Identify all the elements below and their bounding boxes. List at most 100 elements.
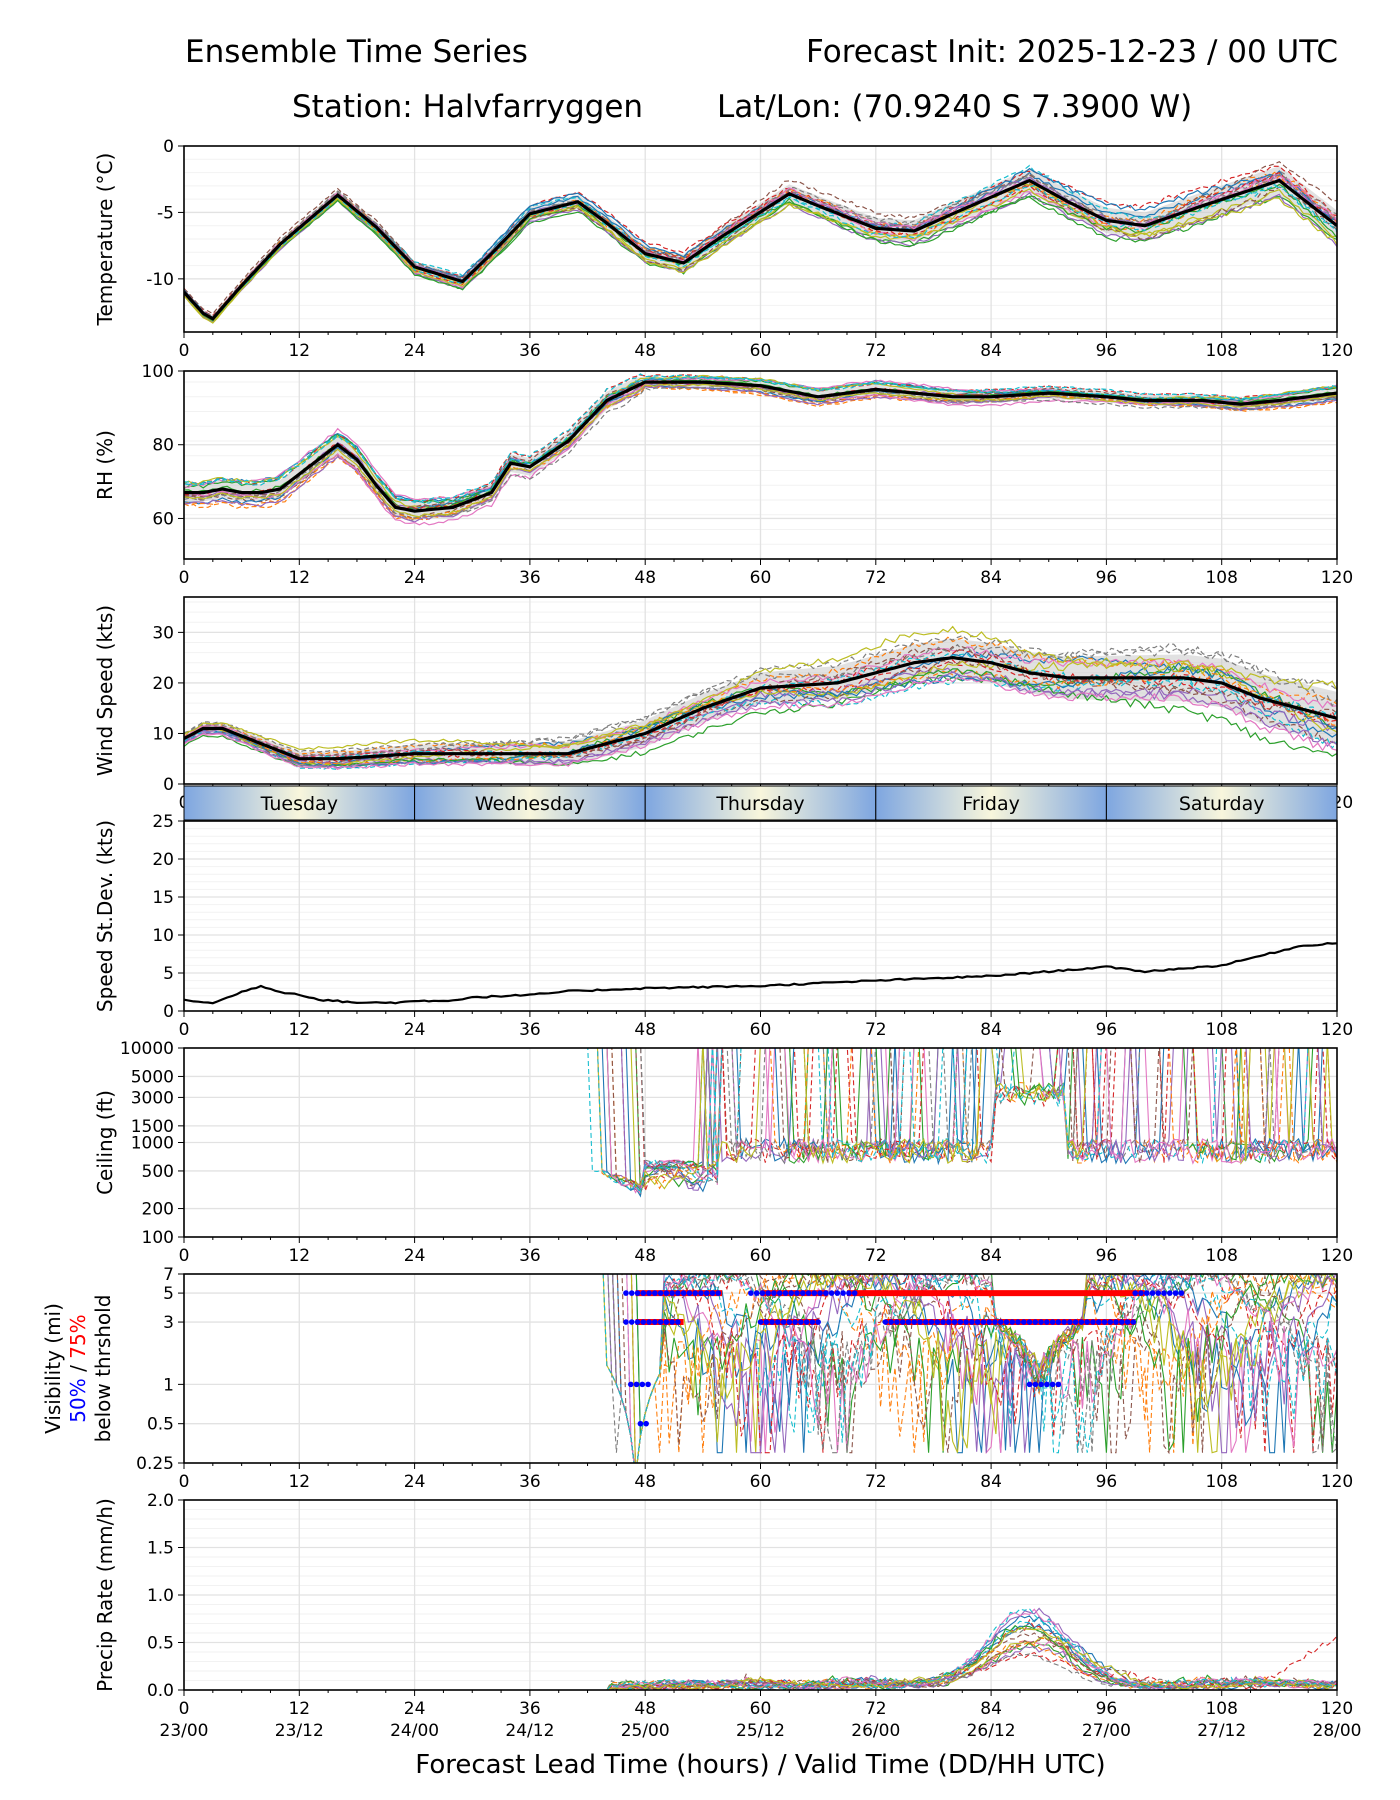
threshold-50-dot bbox=[805, 1290, 812, 1296]
x-tick-label: 84 bbox=[980, 1246, 1002, 1266]
threshold-50-dot bbox=[757, 1319, 764, 1325]
y-tick-label: 7 bbox=[163, 1265, 174, 1285]
threshold-50-dot bbox=[834, 1290, 841, 1296]
threshold-50-dot bbox=[803, 1319, 810, 1325]
threshold-50-dot bbox=[1155, 1290, 1162, 1296]
y-tick-label: 15 bbox=[152, 888, 174, 908]
threshold-50-dot bbox=[782, 1290, 789, 1296]
threshold-50-dot bbox=[628, 1319, 635, 1325]
y-axis-label: Ceiling (ft) bbox=[93, 1090, 117, 1195]
member-line bbox=[184, 643, 1337, 758]
threshold-50-dot bbox=[799, 1290, 806, 1296]
x-tick-label: 120 bbox=[1321, 1699, 1353, 1719]
y-tick-label: 100 bbox=[142, 1228, 174, 1248]
x-tick-label: 24 bbox=[404, 1246, 426, 1266]
day-cell bbox=[183, 785, 416, 821]
member-line bbox=[184, 1634, 1337, 1690]
y-tick-label: 3 bbox=[163, 1313, 174, 1333]
x-tick-label: 84 bbox=[980, 341, 1002, 361]
x-tick-label: 72 bbox=[865, 341, 887, 361]
x-tick-label: 36 bbox=[519, 568, 541, 588]
threshold-50-dot bbox=[969, 1319, 975, 1325]
y-tick-label: 1.5 bbox=[147, 1539, 174, 1559]
day-cell bbox=[414, 785, 646, 821]
x-tick-label: 24 bbox=[404, 1472, 426, 1492]
threshold-50-dot bbox=[899, 1319, 906, 1325]
x-tick-label: 0 bbox=[179, 1246, 190, 1266]
y-axis-label: Precip Rate (mm/h) bbox=[93, 1498, 117, 1692]
member-line bbox=[184, 1652, 1337, 1690]
threshold-50-dot bbox=[769, 1319, 775, 1325]
panel-border bbox=[183, 1273, 1338, 1464]
x-tick-label: 48 bbox=[634, 341, 656, 361]
day-label: Wednesday bbox=[475, 793, 585, 815]
threshold-50-dot bbox=[780, 1319, 787, 1325]
x-tick-label: 96 bbox=[1096, 1472, 1118, 1492]
member-line bbox=[184, 188, 1337, 322]
x-tick-label: 12 bbox=[288, 1699, 310, 1719]
y-tick-label: 25 bbox=[152, 812, 174, 832]
threshold-50-dot bbox=[992, 1319, 998, 1325]
precip-series bbox=[184, 1607, 1337, 1690]
y-tick-label: 5 bbox=[163, 1284, 174, 1304]
member-line bbox=[184, 646, 1337, 759]
day-label: Thursday bbox=[715, 793, 804, 815]
member-line bbox=[596, 1048, 1337, 1194]
y-axis-label-pct: 50% / 75% bbox=[66, 1314, 90, 1422]
x-tick-label: 60 bbox=[750, 568, 772, 588]
spread-band bbox=[184, 638, 1337, 767]
threshold-50-dot bbox=[1038, 1319, 1044, 1325]
wind_speed-series bbox=[184, 625, 1337, 771]
threshold-50-dot bbox=[627, 1381, 634, 1388]
x-tick-label: 84 bbox=[980, 1472, 1002, 1492]
member-line bbox=[621, 1274, 1337, 1463]
y-axis-label: Visibility (mi) bbox=[41, 1303, 65, 1434]
member-line bbox=[626, 1274, 1337, 1463]
y-axis-label: Temperature (°C) bbox=[93, 153, 117, 327]
valid-time-label: 25/00 bbox=[621, 1721, 670, 1741]
station-name: Station: Halvfarryggen bbox=[292, 89, 644, 125]
threshold-50-dot bbox=[1032, 1381, 1039, 1388]
member-line bbox=[184, 1651, 1337, 1690]
panel-border bbox=[183, 820, 1338, 1012]
threshold-50-dot bbox=[634, 1290, 641, 1296]
panel-border bbox=[183, 370, 1338, 560]
threshold-50-dot bbox=[753, 1290, 760, 1296]
y-tick-label: 5 bbox=[163, 964, 174, 984]
y-tick-label: 0.0 bbox=[147, 1681, 174, 1701]
member-line bbox=[184, 634, 1337, 753]
x-tick-label: 48 bbox=[634, 1020, 656, 1040]
threshold-50-dot bbox=[1049, 1381, 1056, 1388]
rh-series bbox=[184, 373, 1337, 526]
member-line bbox=[611, 1048, 1337, 1193]
ensemble-mean-line bbox=[184, 380, 1337, 513]
member-line bbox=[184, 184, 1337, 321]
threshold-50-dot bbox=[986, 1319, 992, 1325]
threshold-50-dot bbox=[1101, 1319, 1108, 1325]
threshold-50-dot bbox=[905, 1319, 912, 1325]
threshold-50-dot bbox=[703, 1290, 710, 1296]
threshold-50-dot bbox=[928, 1319, 935, 1325]
threshold-50-dot bbox=[633, 1381, 640, 1388]
x-tick-label: 108 bbox=[1205, 1472, 1237, 1492]
threshold-50-dot bbox=[809, 1319, 816, 1325]
threshold-50-dot bbox=[771, 1290, 777, 1296]
threshold-50-dot bbox=[637, 1420, 644, 1427]
y-tick-label: 10 bbox=[152, 926, 174, 946]
y-tick-label: 60 bbox=[152, 509, 174, 529]
threshold-50-dot bbox=[1067, 1319, 1073, 1325]
valid-time-label: 27/12 bbox=[1197, 1721, 1246, 1741]
threshold-50-dot bbox=[1172, 1290, 1179, 1296]
valid-time-label: 27/00 bbox=[1082, 1721, 1131, 1741]
y-tick-label: 1000 bbox=[131, 1134, 174, 1154]
temperature-series bbox=[184, 160, 1337, 324]
x-tick-label: 24 bbox=[404, 341, 426, 361]
chart-title-left: Ensemble Time Series bbox=[185, 34, 528, 70]
chart-title-right: Forecast Init: 2025-12-23 / 00 UTC bbox=[806, 34, 1338, 70]
visibility-panel: 75 3 1 0.5 0.250 12 24 36 48 60 72 84 96 108 120 Visibi… bbox=[41, 1265, 1353, 1492]
threshold-50-dot bbox=[786, 1319, 793, 1325]
threshold-50-dot bbox=[1167, 1290, 1173, 1296]
